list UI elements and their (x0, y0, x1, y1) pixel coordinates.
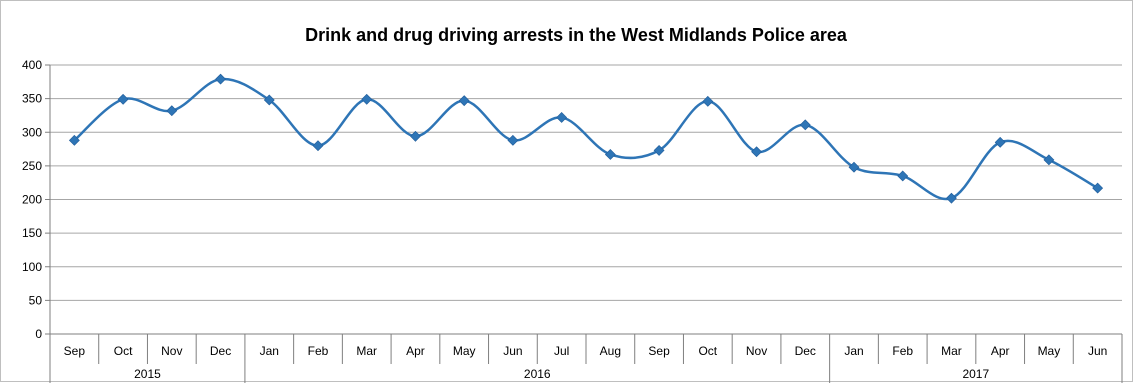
x-tick-label: Jan (260, 344, 279, 358)
x-tick-label: Dec (795, 344, 816, 358)
year-label: 2017 (962, 367, 989, 381)
x-tick-label: Apr (406, 344, 425, 358)
x-tick-label: Apr (991, 344, 1010, 358)
x-tick-label: Jun (503, 344, 522, 358)
gridlines (50, 64, 1122, 301)
data-point (166, 105, 178, 117)
data-point (1043, 154, 1055, 166)
x-tick-label: Jan (844, 344, 863, 358)
x-tick-label: Feb (308, 344, 329, 358)
x-tick-label: Mar (356, 344, 377, 358)
x-tick-label: Nov (746, 344, 767, 358)
data-point (215, 73, 226, 85)
y-axis: 0 50 100 150 200 250 300 350 400 (22, 58, 51, 341)
data-point (312, 140, 324, 152)
data-point (263, 94, 275, 106)
series-line (73, 77, 1099, 201)
x-tick-label: Jul (554, 344, 569, 358)
y-tick-label: 400 (22, 58, 42, 72)
y-tick-label: 150 (22, 226, 42, 240)
x-tick-label: Jun (1088, 344, 1107, 358)
year-label: 2016 (524, 367, 551, 381)
data-point (702, 95, 714, 107)
x-tick-label: Aug (600, 344, 621, 358)
data-point (556, 112, 568, 123)
x-tick-label: Sep (64, 344, 86, 358)
y-tick-label: 0 (35, 327, 42, 341)
data-point (994, 136, 1006, 148)
y-tick-label: 50 (29, 293, 43, 307)
y-tick-label: 200 (22, 193, 42, 207)
data-point (946, 192, 957, 204)
y-tick-label: 100 (22, 260, 42, 274)
data-point (410, 130, 421, 142)
series (68, 73, 1104, 204)
x-tick-label: Oct (698, 344, 717, 358)
x-tick-label: Dec (210, 344, 231, 358)
y-tick-label: 300 (22, 125, 42, 139)
data-point (604, 149, 616, 160)
data-point (848, 161, 860, 173)
x-tick-label: Nov (161, 344, 182, 358)
x-tick-label: Feb (892, 344, 913, 358)
data-point (361, 93, 373, 105)
x-axis: Sep Oct Nov Dec Jan Feb Mar Apr May Jun Jul Aug Sep O… (49, 333, 1123, 383)
data-point (1092, 182, 1104, 194)
y-tick-label: 250 (22, 159, 42, 173)
data-point (458, 95, 470, 107)
x-tick-label: May (453, 344, 476, 358)
data-point (507, 134, 519, 146)
x-tick-label: May (1038, 344, 1061, 358)
x-tick-label: Oct (114, 344, 133, 358)
data-point (653, 144, 665, 156)
y-tick-label: 350 (22, 92, 42, 106)
x-tick-label: Sep (648, 344, 670, 358)
data-point (897, 170, 909, 182)
chart-title: Drink and drug driving arrests in the We… (305, 25, 848, 45)
data-point (117, 93, 129, 105)
data-point (68, 134, 80, 146)
data-point (799, 119, 811, 131)
year-label: 2015 (134, 367, 161, 381)
data-point (751, 146, 762, 158)
x-tick-label: Mar (941, 344, 962, 358)
